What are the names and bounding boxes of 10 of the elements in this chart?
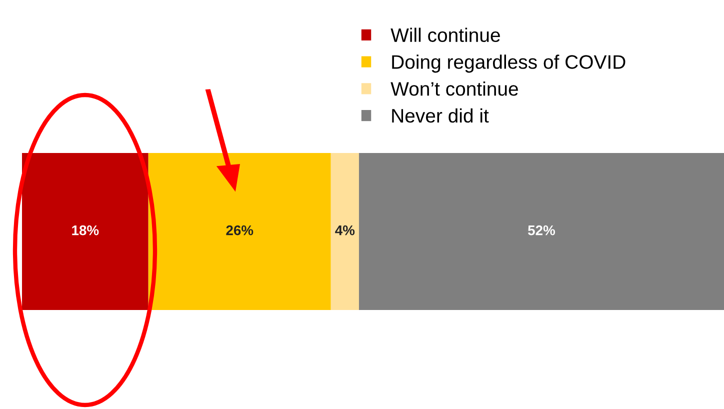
data-label: 52%: [528, 225, 556, 236]
data-label: 26%: [226, 225, 254, 236]
bar: [358, 153, 724, 310]
legend-label: Doing regardless of COVID: [392, 54, 626, 73]
data-label: 18%: [72, 225, 99, 236]
legend-label: Never did it: [392, 108, 489, 123]
legend-label: Won’t continue: [390, 81, 518, 96]
data-label: 4%: [335, 225, 355, 236]
bar: [330, 153, 359, 310]
legend-label: Will continue: [390, 28, 500, 42]
